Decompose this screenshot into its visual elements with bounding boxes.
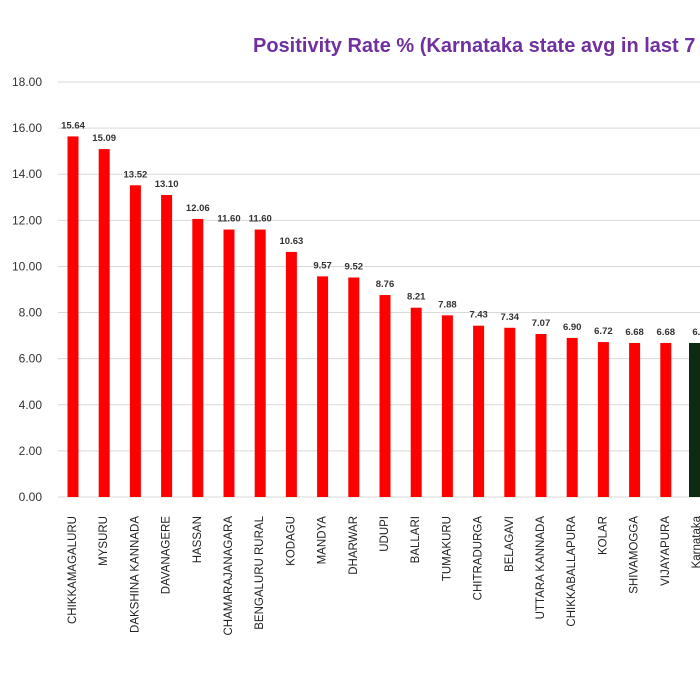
bar — [660, 342, 672, 497]
bar-value-label: 7.43 — [469, 310, 488, 321]
x-category-label: CHIKKABALLAPURA — [566, 516, 578, 627]
x-category-label: DAKSHINA KANNADA — [129, 516, 141, 633]
bar — [192, 218, 204, 497]
x-category-label: VIJAYAPURA — [660, 516, 672, 586]
bar-value-label: 8.21 — [407, 292, 426, 303]
bar — [379, 295, 391, 497]
x-category-label: Karnataka — [691, 515, 700, 568]
x-category-label: KODAGU — [285, 516, 297, 566]
bar — [317, 276, 329, 497]
bar — [629, 342, 641, 497]
x-category-label: BELAGAVI — [504, 516, 516, 572]
y-tick-label: 0.00 — [19, 490, 43, 504]
y-axis-tick-labels: 0.00 2.00 4.00 6.00 8.00 10.00 12.00 14.00 16.00… — [12, 75, 42, 504]
x-category-label: DHARWAR — [348, 516, 360, 575]
y-tick-label: 4.00 — [19, 398, 43, 412]
bar-value-label: 6.68 — [657, 327, 676, 338]
bar — [285, 251, 297, 497]
x-category-label: HASSAN — [192, 516, 204, 563]
bar — [67, 136, 79, 497]
x-category-label: CHAMARAJANAGARA — [223, 516, 235, 636]
bar-value-label: 6.68 — [625, 327, 644, 338]
x-category-label: CHIKKAMAGALURU — [67, 516, 79, 624]
bar-value-label: 7.88 — [438, 299, 457, 310]
y-tick-label: 12.00 — [12, 213, 42, 227]
y-tick-label: 14.00 — [12, 167, 42, 181]
bar — [223, 229, 235, 498]
bar-value-labels: 15.64 15.09 13.52 13.10 12.06 11.60 11.60 10.63… — [61, 120, 700, 338]
x-category-label: CHITRADURGA — [473, 516, 485, 601]
bar — [161, 194, 173, 497]
x-category-label: DAVANAGERE — [161, 516, 173, 595]
bar — [410, 307, 422, 497]
bar-value-label: 6.72 — [594, 326, 613, 337]
bar-value-label: 6.6 — [692, 327, 700, 338]
x-axis-category-labels: CHIKKAMAGALURU MYSURU DAKSHINA KANNADA DAVA… — [67, 515, 700, 635]
bar — [473, 325, 485, 497]
bar-value-label: 9.52 — [345, 262, 364, 273]
bar-value-label: 15.64 — [61, 120, 85, 131]
bar-value-label: 13.52 — [124, 169, 148, 180]
x-category-label: MYSURU — [98, 516, 110, 566]
x-category-label: TUMAKURU — [441, 516, 453, 581]
bar-value-label: 15.09 — [92, 133, 116, 144]
bar-value-label: 7.34 — [501, 312, 520, 323]
bars — [67, 136, 700, 498]
bar-value-label: 11.60 — [217, 214, 240, 225]
bar-value-label: 7.07 — [532, 318, 551, 329]
bar — [689, 342, 700, 497]
bar-value-label: 10.63 — [280, 236, 304, 247]
bar — [254, 229, 266, 498]
bar-value-label: 13.10 — [155, 179, 179, 190]
y-tick-label: 8.00 — [19, 306, 43, 320]
x-category-label: UTTARA KANNADA — [535, 516, 547, 620]
bar-value-label: 6.90 — [563, 322, 582, 333]
bar-value-label: 9.57 — [313, 260, 332, 271]
y-tick-label: 6.00 — [19, 352, 43, 366]
bar — [566, 337, 578, 497]
bar — [348, 277, 360, 497]
x-category-label: SHIVAMOGGA — [629, 516, 641, 594]
y-tick-label: 18.00 — [12, 75, 42, 89]
chart-title: Positivity Rate % (Karnataka state avg i… — [253, 35, 700, 57]
x-category-label: BENGALURU RURAL — [254, 515, 266, 629]
bar-value-label: 12.06 — [186, 203, 210, 214]
bar — [535, 333, 547, 497]
bar — [597, 342, 609, 497]
x-category-label: KOLAR — [597, 516, 609, 555]
y-tick-label: 2.00 — [19, 444, 43, 458]
y-tick-label: 10.00 — [12, 259, 42, 273]
bar-value-label: 11.60 — [249, 214, 272, 225]
bar — [129, 185, 141, 498]
x-category-label: BALLARI — [410, 516, 422, 563]
x-category-label: UDUPI — [379, 516, 391, 552]
bar — [504, 327, 516, 497]
y-tick-label: 16.00 — [12, 121, 42, 135]
bar — [441, 315, 453, 497]
bar — [98, 149, 110, 497]
x-category-label: MANDYA — [317, 516, 329, 565]
bar-value-label: 8.76 — [376, 279, 395, 290]
